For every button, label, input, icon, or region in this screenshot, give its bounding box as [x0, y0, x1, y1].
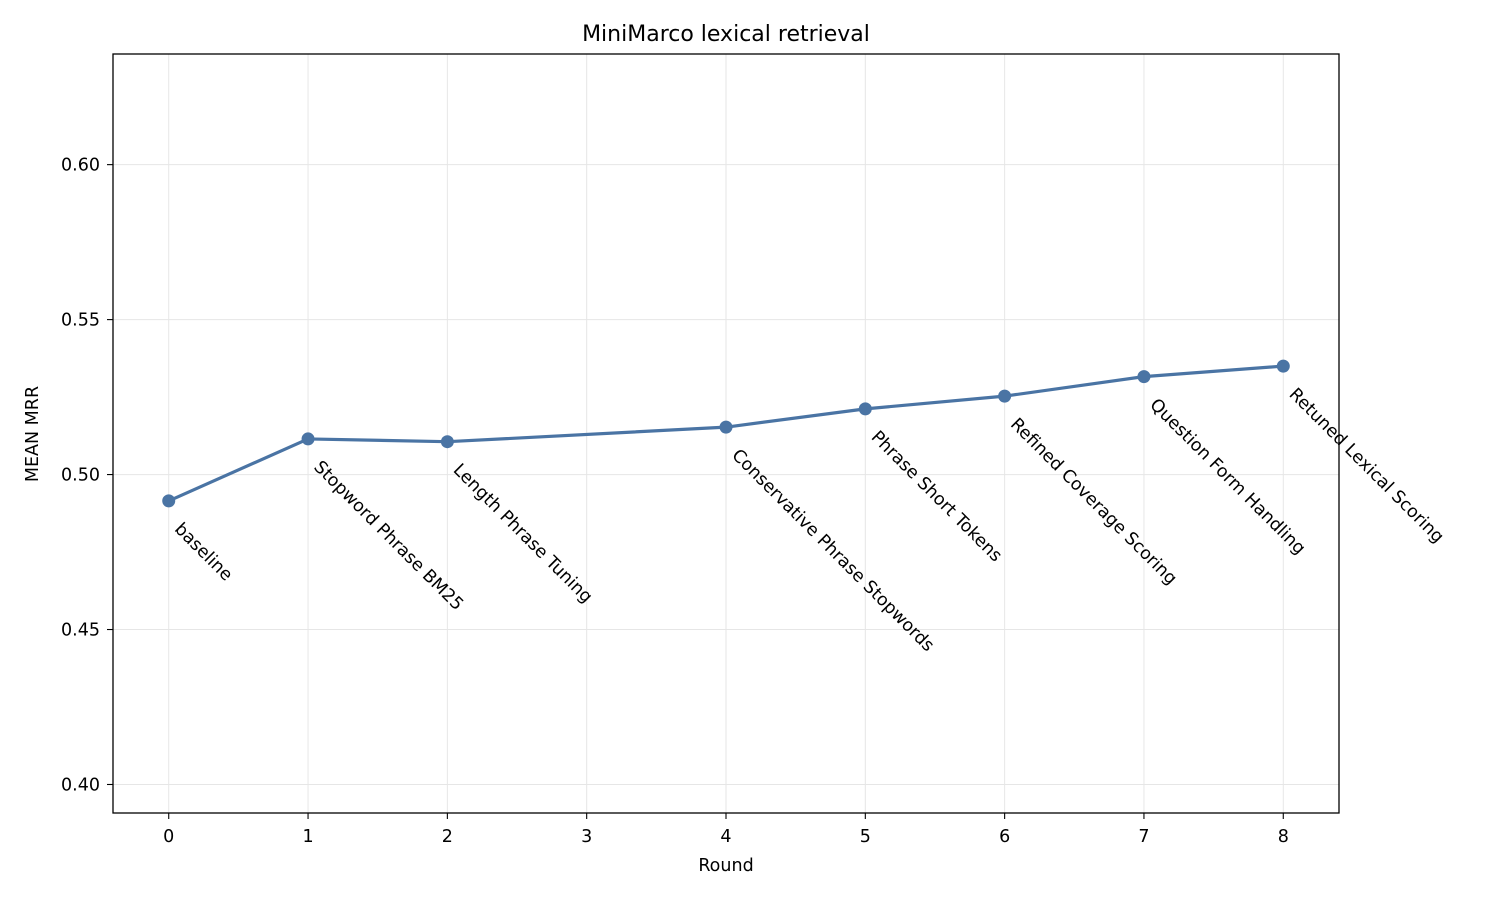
tick-layer: 0 1 2 3 4 5 6 7 8 0.40 0.45 0.50 0.55 0.60: [61, 156, 1289, 847]
data-point: [1276, 359, 1290, 373]
data-point: [162, 494, 176, 508]
x-tick-label: 1: [302, 827, 313, 847]
data-point: [858, 402, 872, 416]
x-tick-label: 0: [163, 827, 174, 847]
x-axis-label: Round: [698, 856, 753, 876]
y-tick-label: 0.60: [61, 156, 100, 176]
x-tick-label: 2: [442, 827, 453, 847]
grid-layer: [113, 54, 1339, 813]
x-tick-label: 8: [1278, 827, 1289, 847]
x-tick-label: 4: [720, 827, 731, 847]
series-line: [167, 364, 1285, 503]
data-point: [440, 435, 454, 449]
y-axis-label: MEAN MRR: [23, 386, 43, 482]
x-tick-label: 5: [860, 827, 871, 847]
series-layer: [162, 359, 1290, 508]
y-tick-label: 0.55: [61, 311, 100, 331]
data-point: [1137, 370, 1151, 384]
x-tick-label: 3: [581, 827, 592, 847]
x-tick-label: 6: [999, 827, 1010, 847]
data-point: [719, 420, 733, 434]
data-point: [998, 389, 1012, 403]
y-tick-label: 0.45: [61, 621, 100, 641]
x-tick-label: 7: [1138, 827, 1149, 847]
chart-title: MiniMarco lexical retrieval: [582, 22, 870, 47]
y-tick-label: 0.50: [61, 466, 100, 486]
y-tick-label: 0.40: [61, 775, 100, 795]
data-point: [301, 432, 315, 446]
